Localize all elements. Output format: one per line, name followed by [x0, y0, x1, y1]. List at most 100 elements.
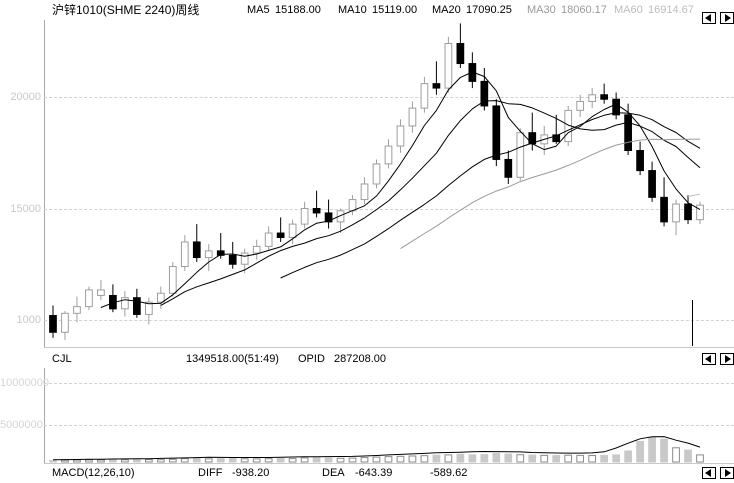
volume-bar — [324, 457, 333, 463]
volume-bar — [552, 455, 561, 463]
candlestick — [97, 279, 105, 300]
ma-line-ma60 — [687, 193, 701, 197]
volume-bar — [384, 456, 393, 463]
volume-bar — [516, 454, 525, 463]
volume-bar — [564, 454, 573, 463]
candlestick — [180, 235, 189, 271]
candlestick — [360, 177, 369, 205]
volume-bar — [396, 455, 405, 463]
volume-bar — [252, 458, 261, 463]
instrument-title: 沪锌1010(SHME 2240)周线 — [52, 3, 200, 17]
candlestick — [552, 114, 561, 144]
price-scroll-left-button[interactable] — [702, 12, 716, 24]
candlestick — [49, 305, 57, 338]
macd-diff-label: DIFF — [198, 467, 223, 479]
candlestick — [240, 248, 249, 274]
volume-bar — [97, 459, 105, 463]
arrow-left-icon — [705, 469, 711, 477]
volume-panel-nav — [702, 353, 734, 366]
macd-indicator-label: MACD(12,26,10) — [52, 467, 135, 479]
macd-scroll-right-button[interactable] — [720, 467, 734, 479]
volume-bar — [49, 460, 57, 463]
ma30-label: MA30 — [527, 4, 556, 16]
candlestick — [204, 244, 213, 271]
crosshair-vertical-line — [692, 300, 693, 346]
arrow-right-icon — [725, 469, 731, 477]
candlestick — [336, 208, 345, 234]
volume-tick-10000000: 10000000 — [0, 377, 49, 389]
candlestick — [612, 92, 620, 120]
candlestick — [516, 128, 525, 181]
macd-dea-value: -643.39 — [355, 467, 393, 479]
ma20-value: 17090.25 — [466, 4, 512, 16]
volume-bar — [228, 457, 237, 463]
volume-bar — [312, 457, 321, 463]
volume-bar — [576, 454, 585, 463]
ma5-value: 15188.00 — [275, 4, 321, 16]
candlestick — [144, 297, 153, 325]
ma60-value: 16914.67 — [648, 4, 694, 16]
volume-macd-separator — [44, 463, 734, 464]
candlestick — [576, 94, 585, 118]
candlestick — [600, 83, 609, 104]
volume-bar — [85, 459, 93, 463]
volume-bar — [73, 459, 81, 463]
volume-tick-5000000: 5000000 — [0, 419, 43, 431]
price-axis-border — [44, 20, 45, 347]
candlestick — [276, 217, 285, 242]
candlestick — [480, 68, 489, 111]
macd-scroll-left-button[interactable] — [702, 467, 716, 479]
arrow-left-icon — [705, 355, 711, 363]
volume-bar — [109, 459, 117, 463]
ma60-label: MA60 — [614, 4, 643, 16]
candlestick — [660, 177, 668, 227]
price-tick-20000: 20000 — [10, 91, 41, 103]
candlestick — [324, 199, 333, 229]
candlestick — [672, 199, 680, 236]
candlestick — [61, 311, 69, 341]
candlestick — [85, 286, 93, 310]
candlestick — [252, 239, 261, 260]
volume-bar — [408, 455, 417, 463]
volume-panel-header: CJL 1349518.00(51:49) OPID 287208.00 — [0, 350, 734, 369]
candlestick — [73, 296, 81, 323]
ma5-label: MA5 — [247, 4, 270, 16]
volume-bar — [492, 452, 501, 463]
candlestick — [648, 161, 656, 202]
volume-bar — [624, 450, 632, 463]
volume-bar — [156, 459, 165, 463]
price-tick-15000: 15000 — [10, 203, 41, 215]
volume-bar — [144, 459, 153, 463]
volume-bar — [456, 453, 465, 463]
candlestick — [133, 288, 141, 318]
macd-diff-value: -938.20 — [232, 467, 270, 479]
volume-bar — [360, 457, 369, 463]
price-tick-10000: 1000 — [16, 314, 41, 326]
volume-bar — [504, 453, 513, 463]
volume-scroll-right-button[interactable] — [720, 353, 734, 365]
volume-scroll-left-button[interactable] — [702, 353, 716, 365]
volume-bar — [61, 459, 69, 463]
volume-bar — [204, 458, 213, 463]
volume-bar — [348, 457, 357, 463]
volume-bar — [336, 457, 345, 463]
volume-bar — [660, 438, 668, 463]
opid-value: 287208.00 — [334, 353, 386, 365]
macd-panel-nav — [702, 467, 734, 480]
volume-bar — [180, 458, 189, 463]
volume-bar — [684, 449, 692, 463]
candlestick — [696, 201, 704, 225]
ma-line-ma5 — [100, 71, 701, 308]
volume-gridline-5m — [44, 425, 734, 426]
volume-bar — [300, 457, 309, 463]
price-gridline-10000 — [44, 320, 734, 321]
candlestick — [420, 76, 429, 113]
arrow-right-icon — [725, 355, 731, 363]
price-gridline-20000 — [44, 97, 734, 98]
candlestick — [684, 195, 692, 225]
macd-hist-value: -589.62 — [430, 467, 468, 479]
candlestick — [408, 101, 417, 133]
ma30-value: 18060.17 — [561, 4, 607, 16]
